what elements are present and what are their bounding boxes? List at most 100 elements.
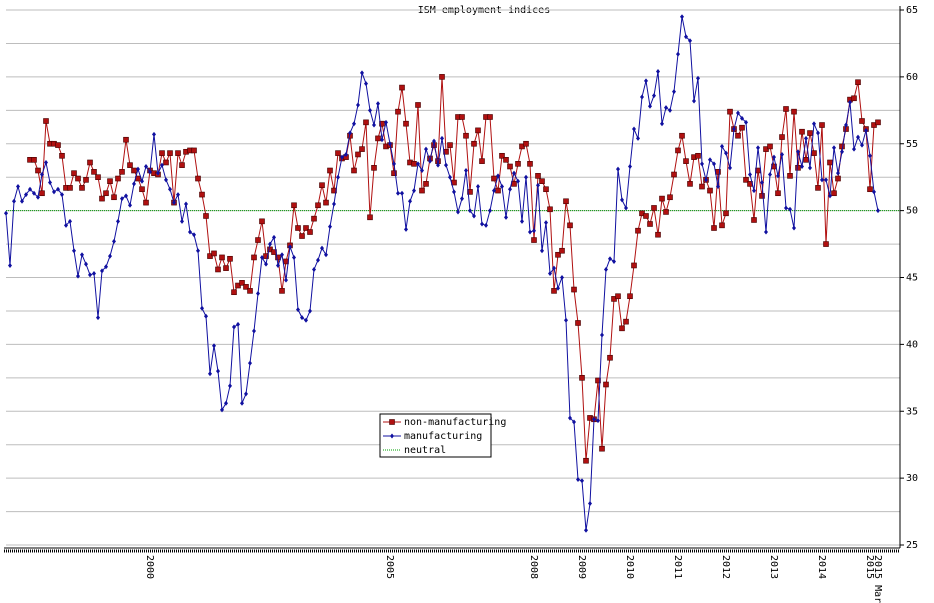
point: [252, 328, 256, 334]
point: [67, 185, 73, 191]
point: [359, 146, 365, 152]
point: [91, 169, 97, 175]
point: [52, 189, 56, 195]
point: [543, 186, 549, 193]
point: [463, 132, 469, 139]
point: [259, 218, 265, 225]
point: [520, 218, 524, 224]
point: [200, 305, 204, 311]
point: [268, 241, 272, 247]
point: [236, 321, 240, 327]
point: [360, 70, 364, 76]
point: [251, 254, 257, 261]
point: [303, 225, 309, 231]
point: [255, 237, 261, 243]
point: [868, 153, 872, 159]
point: [323, 199, 329, 206]
point: [795, 165, 801, 171]
point: [839, 143, 845, 150]
point: [772, 154, 776, 160]
point: [711, 225, 717, 231]
point: [76, 273, 80, 279]
y-tick-label: 55: [906, 139, 918, 150]
point: [780, 151, 784, 157]
point: [64, 222, 68, 228]
point: [667, 194, 673, 201]
point: [807, 130, 813, 136]
point: [139, 186, 145, 193]
point: [99, 195, 105, 202]
point: [819, 122, 825, 128]
point: [823, 241, 829, 247]
point: [571, 286, 577, 293]
point: [264, 261, 268, 267]
point: [232, 324, 236, 330]
point: [276, 262, 280, 268]
point: [68, 218, 72, 224]
point: [103, 190, 109, 197]
point: [8, 262, 12, 268]
point: [580, 478, 584, 484]
point: [740, 115, 744, 121]
x-tick-label: 2009: [576, 555, 587, 579]
point: [368, 107, 372, 113]
point: [148, 169, 152, 175]
point: [488, 208, 492, 214]
point: [224, 400, 228, 406]
point: [560, 275, 564, 280]
x-tick-label: 2015: [864, 555, 875, 579]
point: [256, 291, 260, 297]
point: [392, 161, 396, 167]
point: [32, 190, 36, 196]
point: [92, 270, 96, 276]
point: [356, 102, 360, 108]
x-tick-label: 2013: [768, 555, 779, 579]
point: [191, 147, 197, 154]
point: [864, 127, 868, 133]
point: [612, 258, 616, 264]
point: [568, 415, 572, 421]
legend-label: manufacturing: [404, 431, 482, 442]
legend-marker: [390, 433, 394, 439]
point: [579, 375, 585, 381]
point: [811, 150, 817, 156]
point: [120, 196, 124, 202]
point: [800, 163, 804, 169]
point: [735, 132, 741, 139]
point: [548, 270, 552, 276]
point: [352, 121, 356, 127]
point: [540, 248, 544, 254]
point: [496, 173, 500, 179]
point: [71, 170, 77, 176]
y-tick-label: 50: [906, 206, 918, 217]
point: [219, 254, 225, 261]
point: [216, 368, 220, 374]
point: [419, 187, 425, 194]
point: [768, 172, 772, 178]
point: [723, 210, 729, 217]
point: [604, 266, 608, 272]
point: [104, 264, 108, 270]
point: [227, 255, 233, 262]
point: [547, 206, 553, 213]
point: [416, 161, 420, 167]
point: [467, 189, 473, 195]
point: [307, 229, 313, 235]
point: [576, 476, 580, 482]
point: [460, 196, 464, 202]
point: [24, 192, 28, 198]
point: [308, 308, 312, 314]
point: [160, 162, 164, 168]
x-tick-label: 2010: [624, 555, 635, 579]
point: [608, 256, 612, 262]
point: [824, 177, 828, 183]
point: [728, 165, 732, 171]
point: [211, 250, 217, 257]
point: [820, 177, 824, 183]
point: [783, 106, 789, 112]
point: [859, 118, 865, 124]
point: [631, 262, 637, 269]
point: [584, 527, 588, 533]
